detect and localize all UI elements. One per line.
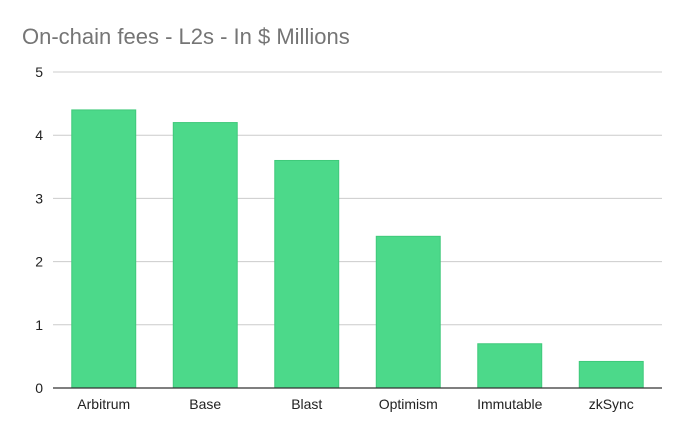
y-tick-label: 4 xyxy=(35,127,43,143)
x-tick-label: zkSync xyxy=(589,396,634,412)
y-tick-label: 3 xyxy=(35,190,43,206)
chart-title: On-chain fees - L2s - In $ Millions xyxy=(22,24,350,49)
y-axis-ticks: 0 1 2 3 4 5 xyxy=(35,64,43,396)
x-tick-label: Blast xyxy=(291,396,322,412)
bar-arbitrum xyxy=(71,109,137,389)
x-tick-label: Base xyxy=(189,396,221,412)
x-tick-label: Arbitrum xyxy=(77,396,130,412)
y-tick-label: 5 xyxy=(35,64,43,80)
y-tick-label: 1 xyxy=(35,317,43,333)
bar-optimism xyxy=(375,235,441,389)
y-tick-label: 0 xyxy=(35,380,43,396)
x-tick-label: Immutable xyxy=(477,396,543,412)
bars xyxy=(71,109,644,389)
x-axis-ticks: Arbitrum Base Blast Optimism Immutable zkSync xyxy=(77,396,634,412)
y-tick-label: 2 xyxy=(35,254,43,270)
bar-immutable xyxy=(477,343,543,389)
bar-blast xyxy=(274,159,340,389)
bar-base xyxy=(172,122,238,389)
bar-zksync xyxy=(578,360,644,389)
gridlines xyxy=(53,71,662,326)
x-tick-label: Optimism xyxy=(379,396,438,412)
